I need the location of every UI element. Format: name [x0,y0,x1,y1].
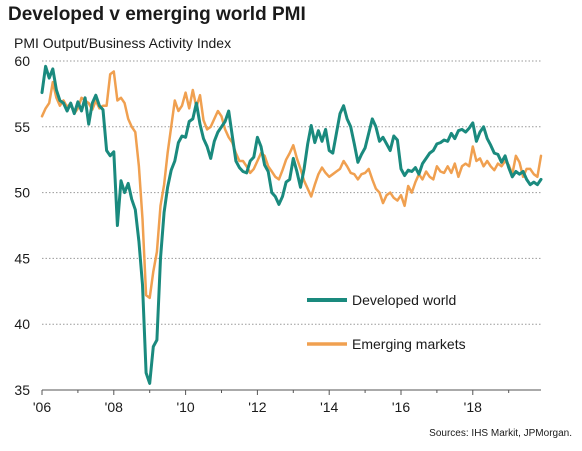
x-tick-label-2014: '14 [320,399,338,415]
y-axis-label: PMI Output/Business Activity Index [14,35,232,51]
y-tick-label-45: 45 [14,250,30,266]
legend-label-emerging-markets: Emerging markets [352,336,466,352]
legend-label-developed-world: Developed world [352,292,456,308]
x-tick-label-2012: '12 [248,399,266,415]
x-tick-label-2006: '06 [33,399,51,415]
y-tick-label-60: 60 [14,53,30,69]
series-line-emerging-markets [40,70,543,300]
y-tick-label-55: 55 [14,119,30,135]
x-tick-label-2010: '10 [176,399,194,415]
y-tick-label-50: 50 [14,185,30,201]
x-tick-label-2008: '08 [105,399,123,415]
y-tick-label-35: 35 [14,382,30,398]
series-line-developed-world [40,64,543,385]
chart-title: Developed v emerging world PMI [8,4,306,25]
x-tick-label-2018: '18 [464,399,482,415]
y-tick-label-40: 40 [14,316,30,332]
x-tick-label-2016: '16 [392,399,410,415]
source-note: Sources: IHS Markit, JPMorgan. [429,428,572,439]
